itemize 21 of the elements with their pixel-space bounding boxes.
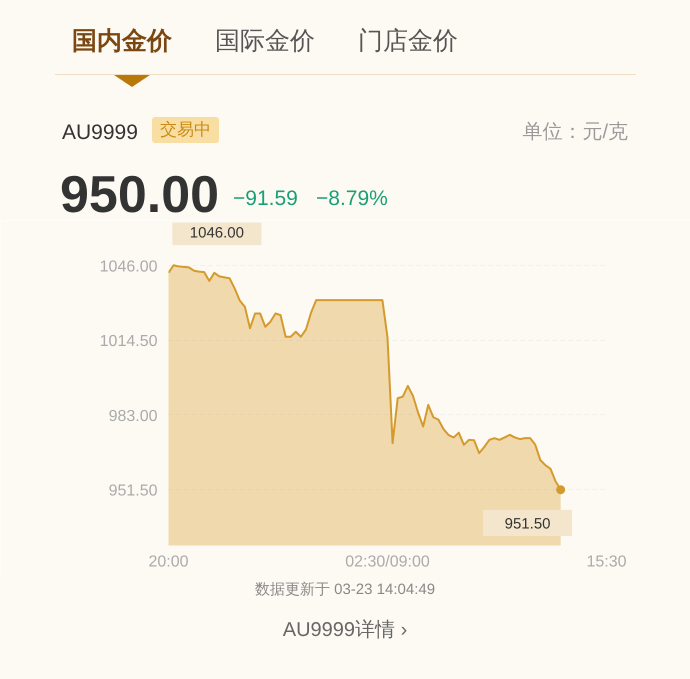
y-axis-title: 单位：元/克 — [522, 120, 628, 145]
x-tick-label: 20:00 — [148, 554, 189, 570]
text: −8.79% — [316, 186, 388, 212]
chart-title: AU9999 — [62, 120, 138, 146]
text: 数据更新于 03-23 14:04:49 — [254, 580, 436, 600]
text: › — [400, 619, 408, 641]
annotation: 1046.00 — [190, 224, 244, 242]
text: 门店金价 — [358, 26, 458, 57]
text: AU9999详情 — [282, 619, 396, 641]
annotation: 951.50 — [504, 515, 551, 532]
text: 交易中 — [152, 117, 219, 144]
x-tick-label: 15:30 — [586, 554, 627, 570]
text: 国际金价 — [215, 26, 315, 57]
annotation: 950.00 — [60, 166, 220, 224]
x-tick-label: 02:30/09:00 — [345, 554, 430, 570]
text: −91.59 — [233, 186, 298, 212]
text: 国内金价 — [72, 26, 172, 57]
y-tick-label: 983.00 — [108, 408, 158, 425]
y-tick-label: 1046.00 — [100, 258, 158, 276]
y-tick-label: 951.50 — [108, 482, 158, 500]
y-tick-label: 1014.50 — [100, 333, 158, 350]
